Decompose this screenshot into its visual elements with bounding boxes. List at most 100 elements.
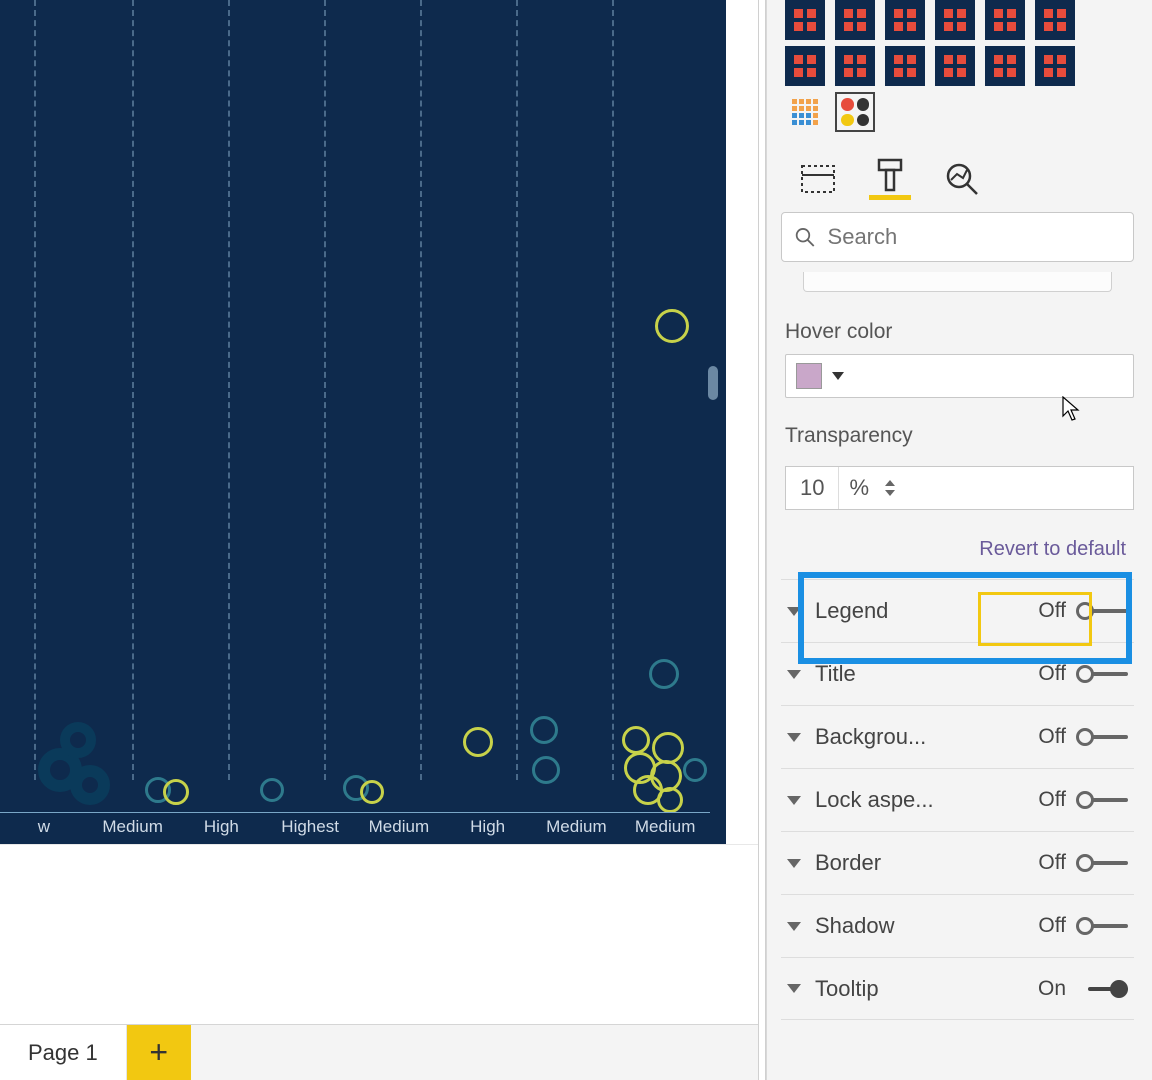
data-bubble[interactable] [463, 727, 493, 757]
viz-tile[interactable] [785, 0, 825, 40]
stepper-up-icon[interactable] [885, 480, 895, 486]
stepper-down-icon[interactable] [885, 490, 895, 496]
x-axis-label: Highest [266, 813, 355, 844]
fields-tab-icon[interactable] [797, 158, 839, 200]
transparency-unit: % [839, 467, 879, 509]
chevron-down-icon [787, 670, 801, 679]
viz-tile[interactable] [785, 46, 825, 86]
property-name: Tooltip [815, 976, 879, 1002]
chevron-down-icon [832, 372, 844, 380]
pane-toolbar [781, 148, 1134, 200]
viz-tile[interactable] [1035, 46, 1075, 86]
format-property-row[interactable]: Tooltip On [781, 957, 1134, 1020]
x-axis-label: Medium [533, 813, 622, 844]
gridline [420, 0, 422, 780]
x-axis-label: Medium [89, 813, 178, 844]
data-bubble[interactable] [622, 726, 650, 754]
viz-tile[interactable] [785, 92, 825, 132]
toggle-switch[interactable] [1076, 979, 1128, 999]
gridline [228, 0, 230, 780]
gridline [612, 0, 614, 780]
viz-tile[interactable] [885, 46, 925, 86]
page-tabstrip: Page 1 + [0, 1024, 758, 1080]
report-canvas: wMediumHighHighestMediumHighMediumMedium… [0, 0, 758, 1080]
data-bubble[interactable] [530, 716, 558, 744]
data-bubble[interactable] [657, 787, 683, 813]
property-name: Title [815, 661, 856, 687]
format-property-row[interactable]: Shadow Off [781, 894, 1134, 957]
viz-tile[interactable] [1035, 0, 1075, 40]
add-page-button[interactable]: + [127, 1025, 191, 1080]
x-axis: wMediumHighHighestMediumHighMediumMedium [0, 812, 710, 844]
hover-color-picker[interactable] [785, 354, 1134, 398]
transparency-spinner[interactable]: 10 % [785, 466, 1134, 510]
format-property-row[interactable]: Legend Off [781, 579, 1134, 642]
data-bubble[interactable] [649, 659, 679, 689]
chevron-down-icon [787, 607, 801, 616]
scrollbar-thumb[interactable] [708, 366, 718, 400]
chevron-down-icon [787, 984, 801, 993]
viz-tile[interactable] [835, 92, 875, 132]
viz-tile[interactable] [835, 0, 875, 40]
property-name: Legend [815, 598, 888, 624]
viz-tile[interactable] [985, 0, 1025, 40]
data-bubble[interactable] [260, 778, 284, 802]
viz-tile[interactable] [935, 46, 975, 86]
format-property-row[interactable]: Border Off [781, 831, 1134, 894]
toggle-switch[interactable] [1076, 727, 1128, 747]
chevron-down-icon [787, 922, 801, 931]
toggle-switch[interactable] [1076, 916, 1128, 936]
property-name: Shadow [815, 913, 895, 939]
property-name: Border [815, 850, 881, 876]
toggle-state-label: Off [1038, 599, 1066, 623]
toggle-switch[interactable] [1076, 664, 1128, 684]
data-bubble[interactable] [683, 758, 707, 782]
data-bubble[interactable] [655, 309, 689, 343]
visualizations-gallery [781, 0, 1134, 148]
toggle-switch[interactable] [1076, 853, 1128, 873]
format-pane: Hover color Transparency 10 % Revert to … [766, 0, 1152, 1080]
analytics-tab-icon[interactable] [941, 158, 983, 200]
format-property-row[interactable]: Title Off [781, 642, 1134, 705]
transparency-label: Transparency [781, 424, 1134, 458]
gridline [132, 0, 134, 780]
data-bubble[interactable] [70, 765, 110, 805]
x-axis-label: High [444, 813, 533, 844]
pane-divider[interactable] [758, 0, 766, 1080]
data-bubble[interactable] [360, 780, 384, 804]
search-icon [794, 225, 816, 249]
collapsed-control [803, 272, 1112, 292]
toggle-switch[interactable] [1076, 790, 1128, 810]
x-axis-label: Medium [355, 813, 444, 844]
chart-viewport: wMediumHighHighestMediumHighMediumMedium [0, 0, 758, 844]
toggle-state-label: Off [1038, 914, 1066, 938]
chevron-down-icon [787, 733, 801, 742]
gridline [324, 0, 326, 780]
toggle-state-label: On [1038, 977, 1066, 1001]
search-box[interactable] [781, 212, 1134, 262]
format-properties-list: LegendOffTitleOffBackgrou...OffLock aspe… [781, 579, 1134, 1020]
transparency-value: 10 [786, 467, 839, 509]
format-tab-icon[interactable] [869, 158, 911, 200]
revert-to-default-link[interactable]: Revert to default [781, 532, 1134, 579]
scatter-chart[interactable]: wMediumHighHighestMediumHighMediumMedium [0, 0, 726, 844]
viz-tile[interactable] [935, 0, 975, 40]
x-axis-label: High [178, 813, 267, 844]
toggle-switch[interactable] [1076, 601, 1128, 621]
chevron-down-icon [787, 859, 801, 868]
format-property-row[interactable]: Backgrou...Off [781, 705, 1134, 768]
viz-tile[interactable] [885, 0, 925, 40]
chevron-down-icon [787, 796, 801, 805]
data-bubble[interactable] [163, 779, 189, 805]
data-bubble[interactable] [60, 722, 96, 758]
viz-tile[interactable] [835, 46, 875, 86]
toggle-state-label: Off [1038, 725, 1066, 749]
toggle-state-label: Off [1038, 662, 1066, 686]
search-input[interactable] [828, 224, 1121, 250]
viz-tile[interactable] [985, 46, 1025, 86]
gridline [34, 0, 36, 780]
page-tab[interactable]: Page 1 [0, 1025, 127, 1080]
toggle-state-label: Off [1038, 851, 1066, 875]
format-property-row[interactable]: Lock aspe...Off [781, 768, 1134, 831]
data-bubble[interactable] [532, 756, 560, 784]
